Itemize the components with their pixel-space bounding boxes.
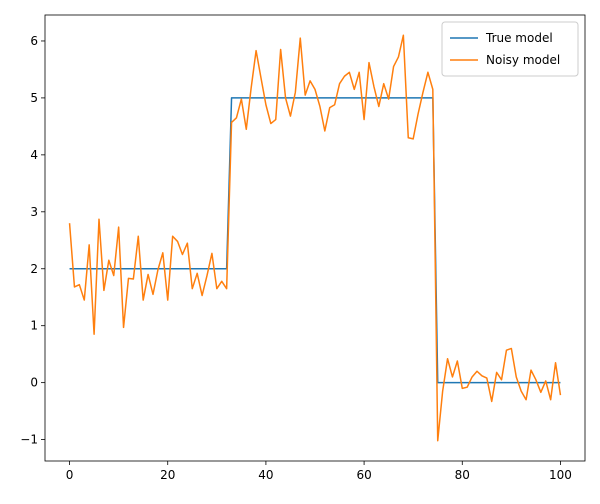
y-tick-label: 0: [30, 376, 38, 390]
x-tick-label: 60: [356, 468, 371, 482]
y-tick-label: 6: [30, 34, 38, 48]
y-tick-label: 4: [30, 148, 38, 162]
y-tick-label: 3: [30, 205, 38, 219]
x-tick-label: 100: [549, 468, 572, 482]
y-tick-label: 5: [30, 91, 38, 105]
y-tick-label: −1: [20, 433, 38, 447]
y-tick-label: 1: [30, 319, 38, 333]
x-tick-label: 40: [258, 468, 273, 482]
legend-box: [441, 21, 579, 77]
plot-frame: [44, 14, 586, 462]
series-line: [69, 97, 561, 384]
legend-label: True model: [485, 31, 553, 45]
x-tick-label: 80: [455, 468, 470, 482]
y-tick-label: 2: [30, 262, 38, 276]
legend-label: Noisy model: [486, 53, 560, 67]
x-tick-label: 20: [160, 468, 175, 482]
x-tick-label: 0: [66, 468, 74, 482]
series-line: [68, 34, 562, 442]
